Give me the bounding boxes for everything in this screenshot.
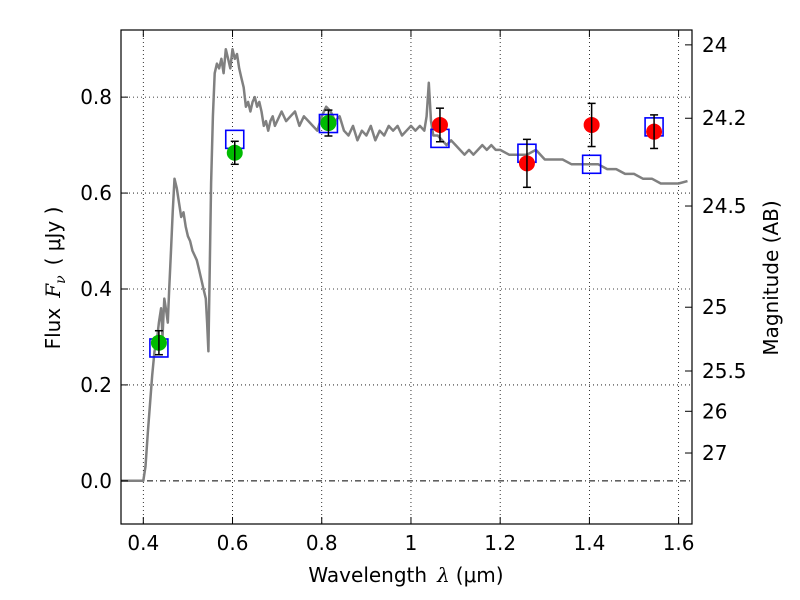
x-tick-label: 0.6 [217,531,249,555]
plot-area [121,47,688,483]
y-tick-label: 0.8 [80,85,112,109]
y2-axis-label: Magnitude (AB) [759,200,783,355]
plot-frame [120,29,693,525]
series-group [121,47,688,483]
x-tick-label: 0.8 [306,531,338,555]
x-tick-label: 1 [405,531,418,555]
y2-tick-label: 24.5 [702,194,747,218]
y2-tick-label: 25.5 [702,359,747,383]
y-axis-label: FluxFν( μJy ) [41,207,69,350]
y2-tick-label: 24 [702,33,727,57]
x-tick-label: 0.4 [127,531,159,555]
x-tick-label: 1.6 [663,531,695,555]
x-tick-label: 1.2 [484,531,516,555]
axis-ticks: 0.4 0.6 0.8 1 1.2 1.4 1.6 0.0 0.2 0.4 0.6 0.8 24 24.2… [80,30,747,555]
y-tick-label: 0.0 [80,469,112,493]
model-photometry-square [581,154,602,175]
y-tick-label: 0.6 [80,181,112,205]
y2-tick-label: 26 [702,399,727,423]
y2-tick-label: 25 [702,295,727,319]
y-tick-label: 0.2 [80,373,112,397]
x-axis-label: Wavelength λ (μm) [308,563,503,587]
x-tick-label: 1.4 [573,531,605,555]
y2-tick-label: 27 [702,441,727,465]
y2-tick-label: 24.2 [702,106,747,130]
grid-lines [121,30,692,524]
y-tick-label: 0.4 [80,277,112,301]
sed-model-line [121,47,688,483]
